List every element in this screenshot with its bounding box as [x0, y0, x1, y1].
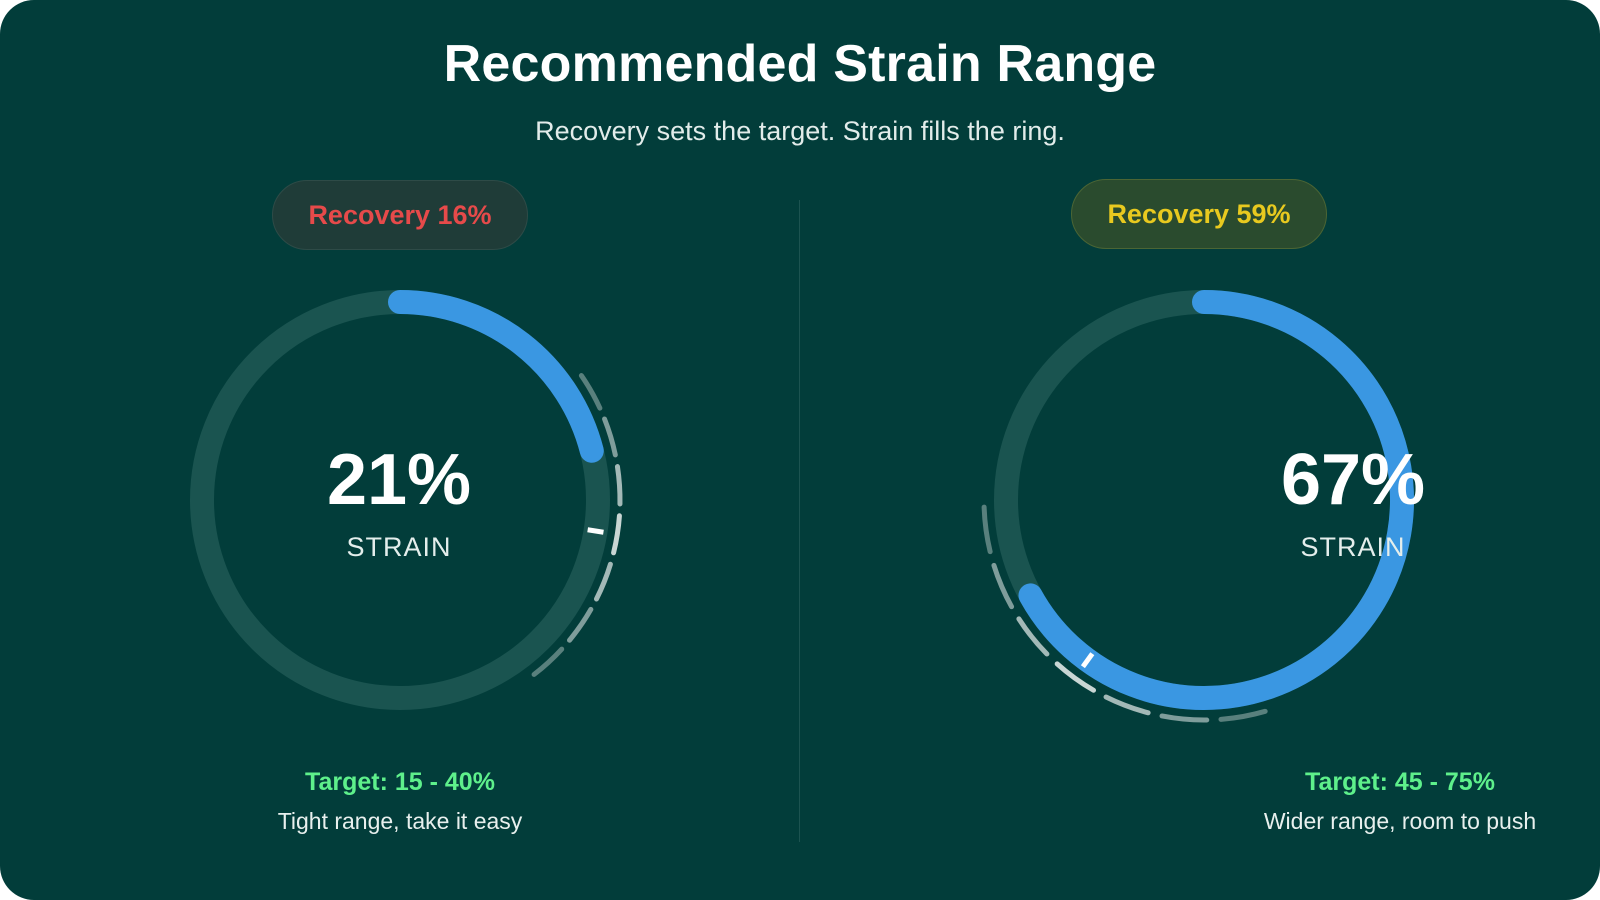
strain-panel-mid-recovery: Recovery 59% 67% STRAIN Target: 45 - 75%…	[800, 0, 1600, 900]
recovery-badge: Recovery 16%	[272, 180, 528, 250]
target-range-mark	[567, 606, 594, 643]
strain-ring	[190, 290, 623, 710]
target-range-mark	[1054, 661, 1097, 693]
target-range-mark	[578, 373, 603, 411]
target-range-mark	[981, 504, 993, 555]
strain-ring	[981, 290, 1414, 723]
target-range-mark	[531, 646, 565, 677]
target-range-mark	[1103, 694, 1151, 716]
recovery-badge: Recovery 59%	[1071, 179, 1327, 249]
strain-fill-arc	[1018, 290, 1414, 710]
target-range-mark	[1218, 708, 1268, 722]
strain-label: STRAIN	[346, 532, 452, 562]
target-midpoint-tick	[587, 527, 604, 535]
strain-label: STRAIN	[1300, 532, 1406, 562]
target-midpoint-tick	[1080, 652, 1095, 669]
page-title: Recommended Strain Range	[443, 35, 1157, 93]
target-range: Target: 45 - 75%	[1305, 768, 1495, 796]
page-subtitle: Recovery sets the target. Strain fills t…	[535, 116, 1065, 146]
recovery-badge-label: Recovery 16%	[308, 199, 492, 230]
target-note: Wider range, room to push	[1263, 808, 1537, 834]
strain-value: 67%	[1280, 440, 1426, 520]
target-range-mark	[602, 416, 618, 458]
target-range-mark	[614, 464, 623, 507]
target-note: Tight range, take it easy	[277, 808, 523, 834]
strain-value: 21%	[326, 440, 472, 520]
target-range: Target: 15 - 40%	[305, 768, 495, 796]
strain-panel-low-recovery: Recovery 16% 21% STRAIN Target: 15 - 40%…	[190, 180, 623, 834]
target-range-mark	[1016, 616, 1050, 657]
target-range-mark	[593, 561, 613, 602]
target-range-mark	[611, 513, 622, 556]
panel-divider	[799, 200, 800, 842]
recovery-badge-label: Recovery 59%	[1107, 198, 1291, 229]
target-range-mark	[991, 562, 1015, 610]
target-range-mark	[1159, 713, 1210, 723]
strain-fill-arc	[388, 290, 604, 463]
